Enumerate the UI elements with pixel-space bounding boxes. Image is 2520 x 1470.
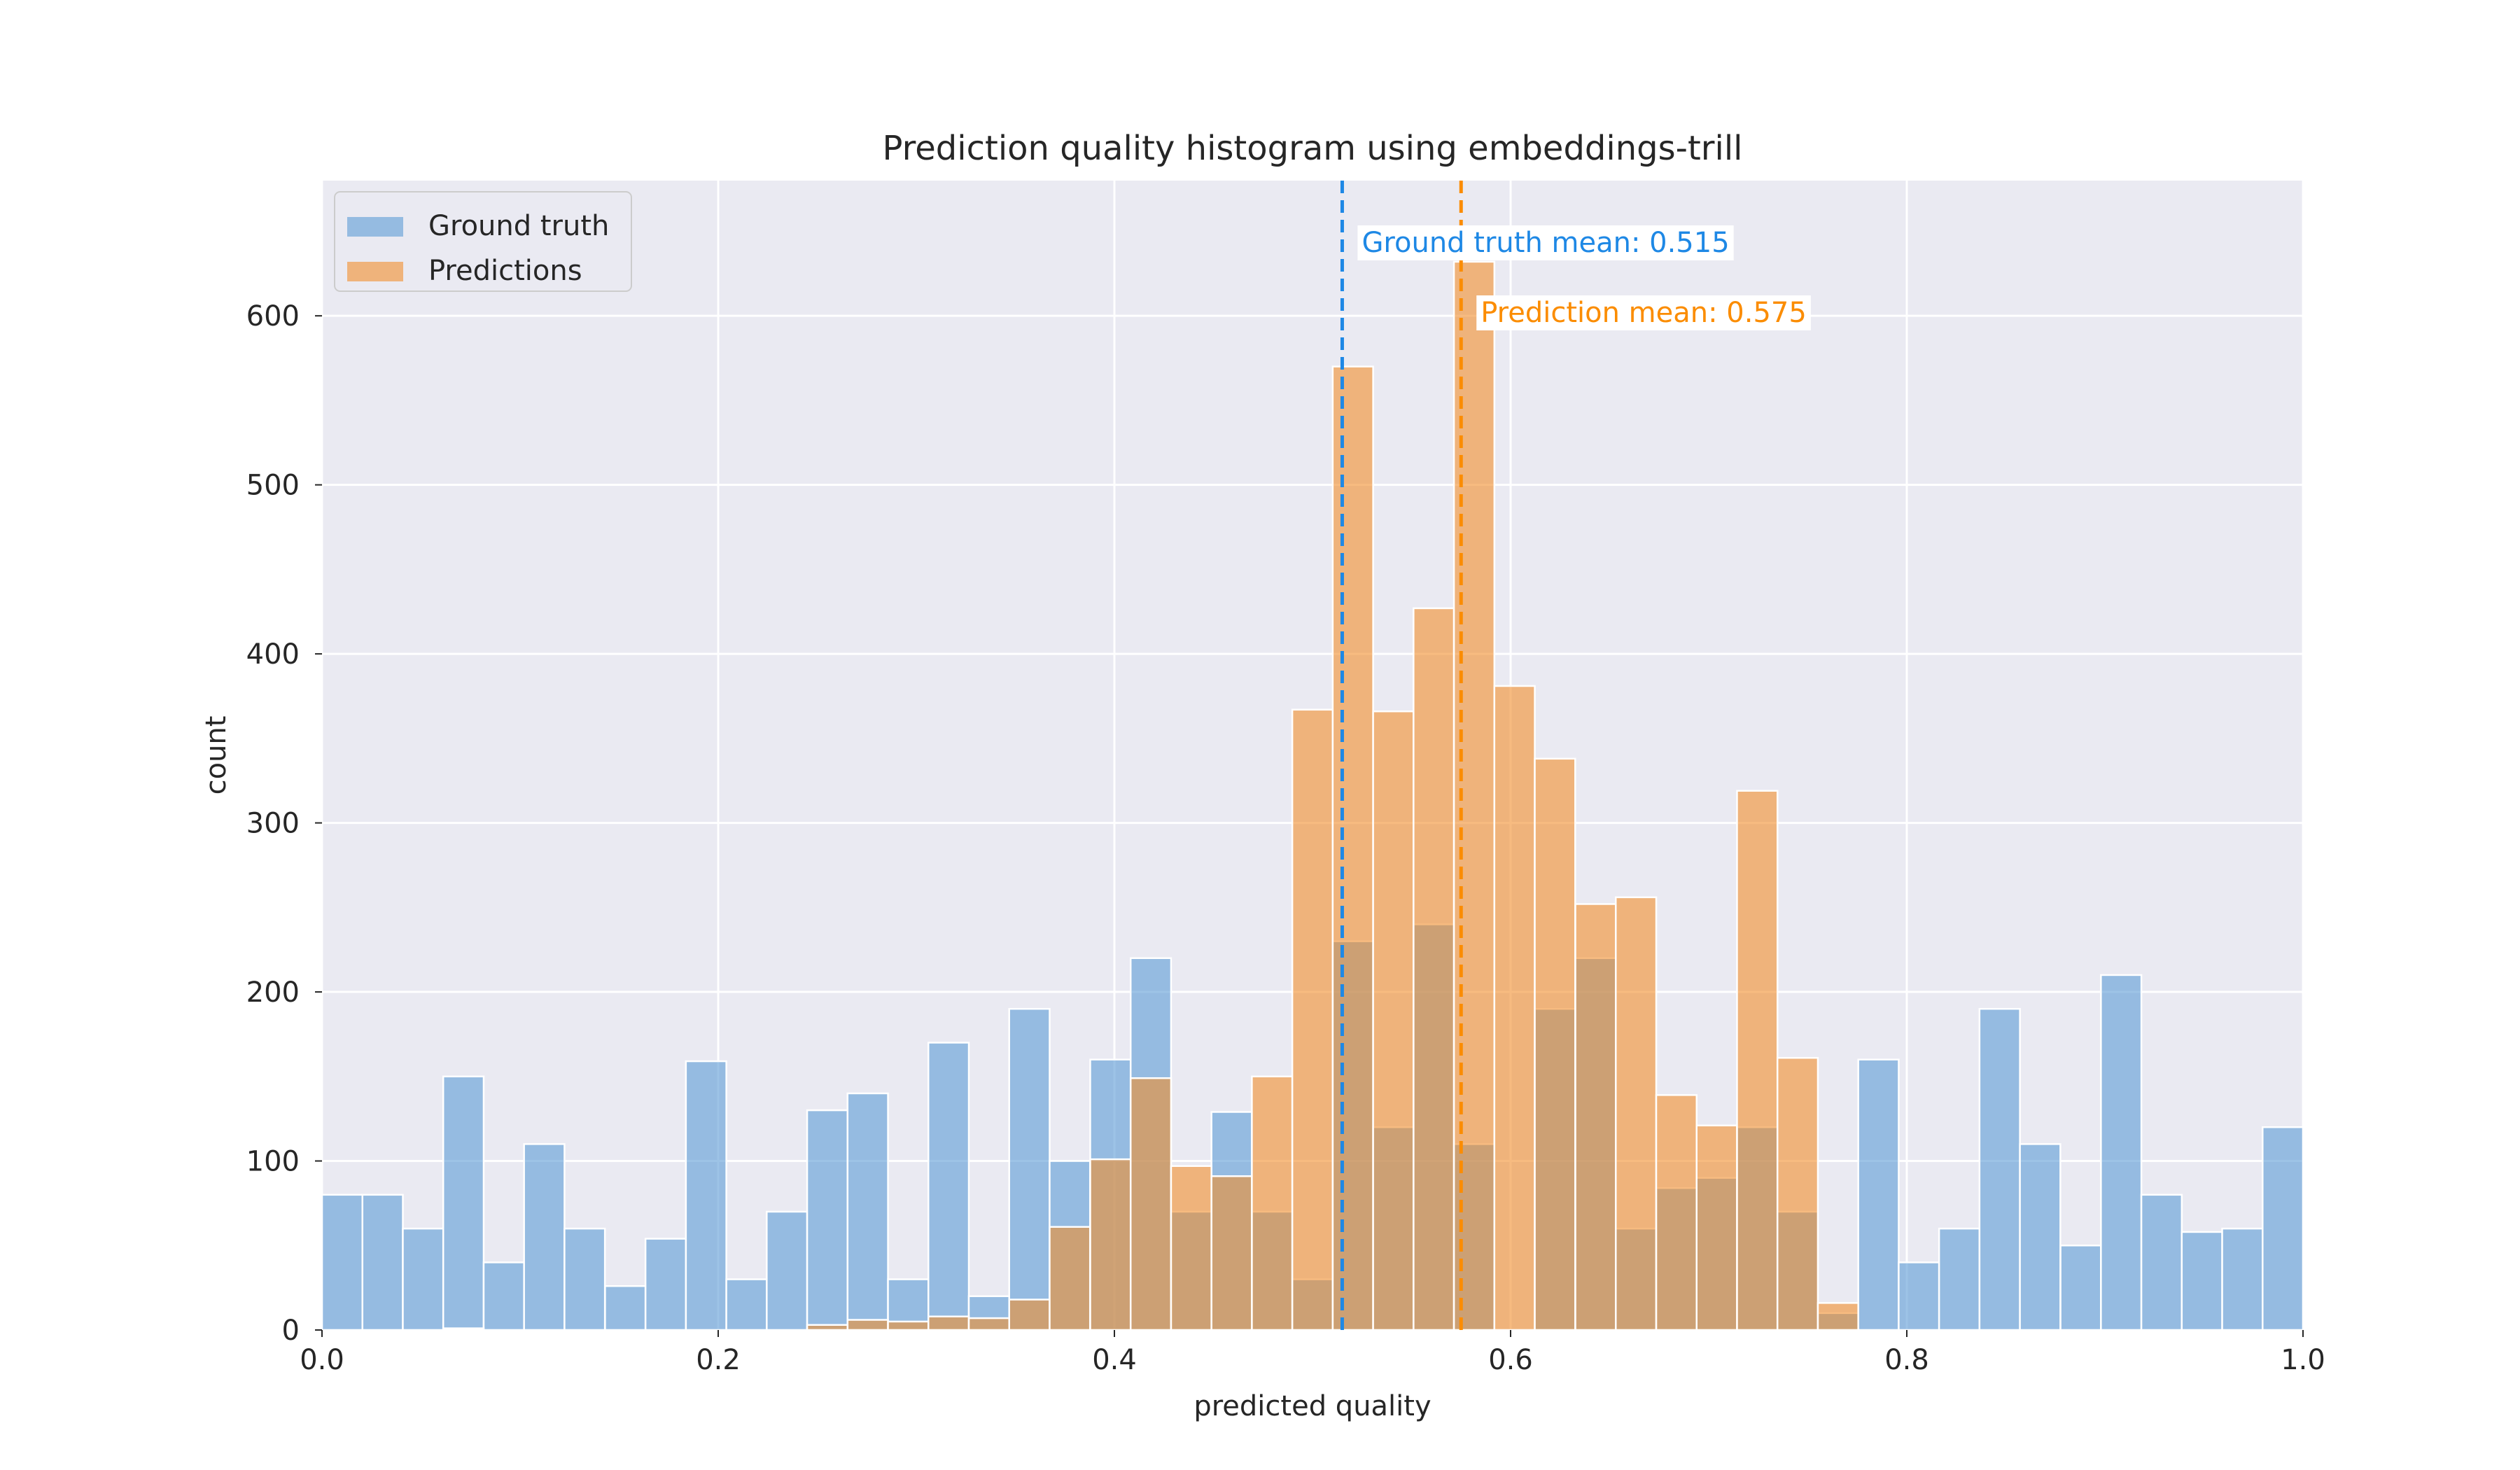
legend-frame	[334, 191, 632, 292]
ground-truth-bar	[1008, 1007, 1051, 1331]
prediction-bar	[1493, 685, 1536, 1331]
ground-truth-bar	[2221, 1227, 2264, 1331]
prediction-mean-label: Prediction mean: 0.575	[1480, 297, 1807, 329]
prediction-bar	[1331, 365, 1374, 1331]
ground-truth-bar	[685, 1060, 727, 1331]
x-tick-label: 0.6	[1488, 1344, 1533, 1376]
ground-truth-bar	[2262, 1126, 2304, 1331]
prediction-bar	[1776, 1056, 1819, 1331]
annotation-background	[1357, 225, 1734, 260]
prediction-bar	[442, 1327, 485, 1331]
ground-truth-bar	[402, 1227, 444, 1331]
ground-truth-bar	[806, 1109, 849, 1331]
ground-truth-bar	[2019, 1143, 2062, 1331]
ground-truth-bar	[2140, 1194, 2183, 1331]
x-axis-label: predicted quality	[1194, 1390, 1431, 1422]
prediction-bar	[1655, 1094, 1698, 1331]
prediction-bar	[1129, 1077, 1172, 1331]
prediction-bar	[1695, 1124, 1738, 1331]
prediction-bar	[1008, 1298, 1051, 1331]
ground-truth-bar	[1938, 1227, 1981, 1331]
prediction-bar	[1574, 903, 1617, 1331]
annotation-background	[1476, 295, 1811, 330]
y-tick-label: 100	[246, 1146, 300, 1178]
y-tick-label: 500	[246, 470, 300, 502]
prediction-bar	[806, 1324, 849, 1331]
x-tick-label: 0.4	[1092, 1344, 1137, 1376]
ground-truth-bar	[766, 1210, 808, 1331]
ground-truth-mean-label: Ground truth mean: 0.515	[1362, 227, 1729, 259]
ground-truth-bar	[1857, 1058, 1900, 1331]
histogram-bars	[321, 260, 2304, 1331]
mean-annotations: Ground truth mean: 0.515 Prediction mean:…	[1357, 225, 1811, 330]
prediction-bar	[846, 1319, 889, 1331]
y-tick-label: 0	[282, 1315, 300, 1347]
ground-truth-bar	[1978, 1007, 2021, 1331]
prediction-bar	[1049, 1226, 1091, 1331]
y-tick-label: 200	[246, 976, 300, 1009]
prediction-bar	[1413, 607, 1455, 1331]
mean-lines	[1340, 181, 1463, 1330]
ground-truth-bar	[846, 1092, 889, 1331]
ground-truth-bar	[321, 1194, 364, 1331]
ground-truth-bar	[482, 1261, 525, 1331]
prediction-bar	[967, 1317, 1011, 1331]
legend-swatch-ground-truth	[347, 217, 403, 237]
x-tick-label: 0.2	[696, 1344, 741, 1376]
prediction-bar	[1736, 790, 1779, 1331]
ground-truth-bar	[1898, 1261, 1940, 1331]
ground-truth-bar	[604, 1284, 647, 1331]
legend: Ground truth Predictions	[334, 191, 632, 292]
chart-title: Prediction quality histogram using embed…	[882, 129, 1742, 168]
y-tick-label: 600	[246, 300, 300, 332]
ground-truth-bar	[564, 1227, 606, 1331]
ground-truth-bar	[2180, 1231, 2223, 1331]
legend-label-ground-truth: Ground truth	[428, 210, 609, 242]
prediction-bar	[1251, 1075, 1294, 1331]
legend-swatch-predictions	[347, 262, 403, 281]
y-tick-label: 400	[246, 638, 300, 671]
y-axis-ticks: 0 100 200 300 400 500 600	[246, 300, 322, 1347]
prediction-bar	[1534, 757, 1576, 1331]
x-axis-ticks: 0.0 0.2 0.4 0.6 0.8 1.0	[300, 1330, 2325, 1376]
ground-truth-bar	[644, 1238, 687, 1331]
ground-truth-bar	[361, 1194, 404, 1331]
legend-label-predictions: Predictions	[428, 255, 582, 287]
prediction-bar	[887, 1320, 930, 1331]
x-tick-label: 1.0	[2281, 1344, 2325, 1376]
prediction-bar	[1170, 1165, 1212, 1331]
prediction-bar	[927, 1315, 970, 1331]
x-tick-label: 0.0	[300, 1344, 344, 1376]
ground-truth-bar	[2100, 974, 2143, 1331]
prediction-bar	[1291, 708, 1334, 1331]
prediction-bar	[1816, 1302, 1859, 1331]
prediction-bar	[1089, 1158, 1132, 1331]
ground-truth-bar	[927, 1042, 970, 1331]
x-tick-label: 0.8	[1884, 1344, 1929, 1376]
ground-truth-bar	[523, 1143, 566, 1331]
y-tick-label: 300	[246, 808, 300, 840]
ground-truth-bar	[725, 1278, 768, 1331]
prediction-bar	[1372, 710, 1415, 1331]
y-axis-label: count	[200, 716, 232, 795]
ground-truth-bar	[2059, 1245, 2102, 1331]
prediction-bar	[1615, 896, 1658, 1331]
prediction-bar	[1210, 1175, 1253, 1331]
ground-truth-bar	[442, 1075, 485, 1331]
